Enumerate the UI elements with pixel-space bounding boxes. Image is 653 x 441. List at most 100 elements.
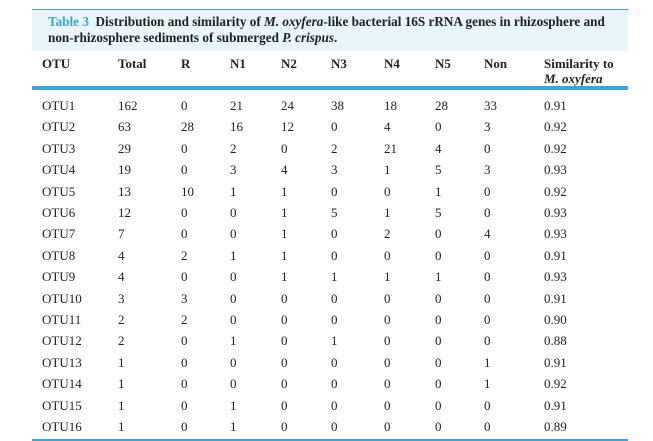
table-cell: 0.92 <box>544 183 567 199</box>
table-row: OTU13 1 0 0 0 0 0 0 1 0.91 <box>32 352 628 373</box>
table-cell: 1 <box>118 419 125 435</box>
table-cell: 0 <box>435 333 442 349</box>
table-cell: 0 <box>181 269 188 285</box>
table-row: OTU3 29 0 2 0 2 21 4 0 0.92 <box>32 138 628 159</box>
table-cell: 0 <box>331 419 338 435</box>
table-cell: 0 <box>281 354 288 370</box>
table-cell: 5 <box>435 205 442 221</box>
similarity-label: Similarity to <box>544 56 614 71</box>
table-cell: 0 <box>331 376 338 392</box>
table-cell: 1 <box>435 269 442 285</box>
table-cell: 0 <box>435 312 442 328</box>
table-cell: 0.89 <box>544 419 567 435</box>
table-cell: 0.93 <box>544 162 567 178</box>
table-cell: 3 <box>484 162 491 178</box>
table-cell: OTU11 <box>42 312 82 328</box>
table-cell: 0 <box>281 397 288 413</box>
caption-text: . <box>334 30 338 45</box>
table-cell: OTU5 <box>42 183 76 199</box>
table-cell: 1 <box>384 205 391 221</box>
table-cell: 162 <box>118 98 138 113</box>
table-cell: 0.91 <box>544 354 567 370</box>
table-cell: 0 <box>331 247 338 263</box>
table-cell: 0 <box>181 205 188 221</box>
data-table: OTU Total R N1 N2 N3 N4 N5 Non Similarit… <box>32 51 628 438</box>
table-cell: 1 <box>230 419 237 435</box>
table-cell: 0 <box>281 376 288 392</box>
table-cell: 1 <box>281 269 288 285</box>
table-cell: 1 <box>230 333 237 349</box>
table-cell: 4 <box>281 162 288 178</box>
table-cell: 18 <box>384 98 397 113</box>
table-cell: OTU4 <box>42 162 76 178</box>
table-cell: 13 <box>118 183 131 199</box>
table-cell: OTU12 <box>42 333 82 349</box>
table-cell: 33 <box>484 98 497 113</box>
caption-text: -like bacterial 16S rRNA genes in rhizos… <box>48 14 605 45</box>
table-cell: 0.91 <box>544 397 567 413</box>
table-row: OTU4 19 0 3 4 3 1 5 3 0.93 <box>32 159 628 180</box>
table-cell: 0 <box>281 290 288 306</box>
table-cell: 1 <box>484 376 491 392</box>
table-cell: OTU8 <box>42 247 76 263</box>
table-cell: 0 <box>230 312 237 328</box>
table-cell: OTU14 <box>42 376 82 392</box>
table-cell: 0 <box>435 354 442 370</box>
table-cell: 2 <box>181 312 188 328</box>
table-cell: 3 <box>181 290 188 306</box>
table-cell: 12 <box>118 205 131 221</box>
table-cell: 0.91 <box>544 247 567 263</box>
table-cell: 0 <box>230 290 237 306</box>
table-cell: 3 <box>331 162 338 178</box>
table-cell: 4 <box>484 226 491 242</box>
table-cell: 2 <box>118 333 125 349</box>
table-cell: 28 <box>435 98 448 113</box>
col-header-otu: OTU <box>42 56 71 71</box>
table-cell: 1 <box>484 354 491 370</box>
table-cell: 0 <box>435 376 442 392</box>
table-cell: 0 <box>181 98 188 113</box>
table-cell: 28 <box>181 119 194 135</box>
table-cell: 16 <box>230 119 243 135</box>
table-row: OTU11 2 2 0 0 0 0 0 0 0.90 <box>32 309 628 330</box>
table-cell: 0 <box>435 226 442 242</box>
table-cell: 0.92 <box>544 119 567 135</box>
col-header-n4: N4 <box>384 56 400 71</box>
table-cell: 2 <box>331 140 338 156</box>
table-cell: 0 <box>331 312 338 328</box>
table-cell: 0 <box>435 119 442 135</box>
col-header-r: R <box>181 56 191 71</box>
table-cell: 0 <box>331 397 338 413</box>
col-header-n2: N2 <box>281 56 297 71</box>
table-cell: OTU6 <box>42 205 76 221</box>
table-cell: OTU3 <box>42 140 76 156</box>
table-cell: 0.90 <box>544 312 567 328</box>
table-cell: 0 <box>181 162 188 178</box>
table-cell: 12 <box>281 119 294 135</box>
table-cell: 1 <box>331 269 338 285</box>
table-cell: 0 <box>230 205 237 221</box>
table-cell: 0.93 <box>544 269 567 285</box>
table-cell: 0 <box>181 397 188 413</box>
table-cell: 0.93 <box>544 226 567 242</box>
table-cell: 0 <box>331 183 338 199</box>
table-cell: 2 <box>384 226 391 242</box>
col-header-similarity: Similarity to M. oxyfera <box>544 51 628 88</box>
table-cell: 0 <box>230 226 237 242</box>
table-cell: 0 <box>484 247 491 263</box>
table-cell: 0 <box>484 419 491 435</box>
table-cell: 0 <box>181 333 188 349</box>
table-cell: 1 <box>281 183 288 199</box>
table-cell: OTU7 <box>42 226 76 242</box>
table-cell: 0 <box>435 419 442 435</box>
table-cell: 0 <box>435 397 442 413</box>
table-cell: 0.93 <box>544 205 567 221</box>
table-cell: 4 <box>435 140 442 156</box>
table-cell: 3 <box>118 290 125 306</box>
top-rule <box>32 9 628 10</box>
table-cell: 0 <box>230 354 237 370</box>
table-label: Table 3 <box>48 14 89 29</box>
table-row: OTU7 7 0 0 1 0 2 0 4 0.93 <box>32 223 628 244</box>
caption-text: Distribution and similarity of <box>95 14 265 29</box>
table-cell: 0 <box>331 119 338 135</box>
